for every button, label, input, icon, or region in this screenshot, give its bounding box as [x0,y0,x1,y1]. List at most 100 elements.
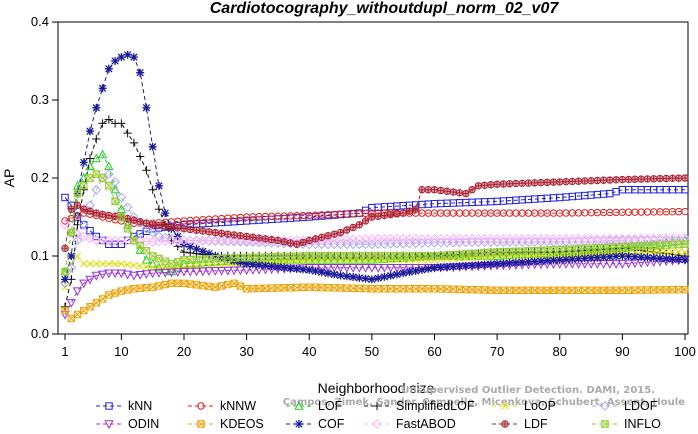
data-point-ldof [78,219,89,230]
data-point-odin [154,269,164,278]
legend-label: kNNW [220,399,256,413]
data-point-simplifiedlof [179,247,189,257]
data-point-ldf [381,212,388,219]
data-point-inflo [142,247,151,255]
legend-label: ODIN [128,417,159,431]
data-point-cof [486,260,495,269]
data-point-ldf [237,232,244,239]
data-point-ldof [141,223,152,234]
data-point-odin [360,264,371,273]
data-point-cof [436,263,445,272]
data-point-ldf [425,186,432,193]
data-point-odin [216,266,227,276]
data-point-cof [148,142,157,151]
data-point-cof [655,254,664,263]
data-point-ldf [487,181,495,188]
data-point-odin [367,264,377,273]
legend-marker [600,401,610,411]
data-point-ldof [72,235,83,246]
data-point-cof [587,253,596,262]
data-point-odin [191,267,202,277]
data-point-knnw [681,207,689,216]
data-point-cof [236,258,245,267]
legend-item-simplifiedlof: SimplifiedLOF [364,399,475,413]
data-point-ldf [262,235,269,243]
data-point-ldf [681,174,689,182]
data-point-cof [280,263,289,272]
series-inflo [60,170,690,276]
data-point-inflo [73,189,82,198]
data-point-cof [668,255,677,264]
data-point-knn [92,232,101,241]
data-point-loop [111,260,119,268]
data-point-simplifiedlof [142,166,151,175]
data-point-cof [574,254,583,263]
data-point-ldf [212,229,219,236]
x-tick-label: 50 [365,344,379,359]
data-point-cof [92,103,101,112]
data-point-inflo [130,236,138,245]
data-point-cof [117,53,126,62]
data-point-inflo [80,182,88,190]
data-point-ldf [337,229,344,236]
data-point-cof [518,258,527,267]
data-point-cof [405,268,414,277]
data-point-ldf [412,206,419,213]
legend-marker [294,400,304,410]
data-point-cof [205,249,214,258]
data-point-kdeos [123,286,132,294]
data-point-ldf [606,176,614,184]
data-point-odin [135,271,145,280]
data-point-inflo [67,228,75,237]
data-point-ldf [443,188,451,195]
data-point-ldf [575,177,582,185]
series-kdeos [61,279,689,323]
data-point-ldof [110,176,121,187]
data-point-loop [130,261,138,269]
data-point-inflo [160,257,170,265]
data-point-cof [330,270,339,279]
data-point-simplifiedlof [98,119,107,128]
data-point-cof [361,274,370,283]
data-point-inflo [98,174,107,182]
data-point-ldof [116,192,127,203]
data-point-odin [116,269,126,279]
y-tick-label: 0.1 [31,248,49,263]
data-point-cof [255,261,264,270]
x-axis-label: Neighborhood size [318,380,435,396]
data-point-cof [643,253,652,262]
data-point-lof [97,149,108,159]
data-point-kdeos [130,285,138,293]
data-point-ldf [312,235,319,243]
series-fastabod [60,219,690,247]
data-point-odin [348,264,358,273]
data-point-ldf [663,175,670,182]
data-point-kdeos [80,306,88,315]
data-point-simplifiedlof [92,134,101,144]
data-point-loop [675,248,683,256]
data-point-lof [116,204,126,213]
data-point-kdeos [92,299,101,307]
data-point-ldof [154,231,164,242]
data-point-kdeos [155,282,163,290]
data-point-inflo [92,170,101,178]
x-tick-label: 80 [553,344,567,359]
legend-label: kNN [128,399,152,413]
data-point-ldf [356,221,363,228]
data-point-odin [411,264,421,273]
data-point-ldf [556,178,563,186]
data-point-loop [92,260,100,268]
legend-item-knn: kNN [96,399,152,413]
x-tick-label: 60 [427,344,441,359]
data-point-ldf [569,178,576,185]
data-point-cof [230,256,239,265]
data-point-loop [73,252,82,260]
data-point-cof [612,252,621,261]
x-tick-label: 30 [239,344,253,359]
data-point-simplifiedlof [60,302,70,311]
data-point-odin [185,267,195,277]
data-point-inflo [135,241,145,250]
data-point-cof [637,253,646,262]
data-point-cof [681,255,689,264]
data-point-ldf [612,176,620,183]
